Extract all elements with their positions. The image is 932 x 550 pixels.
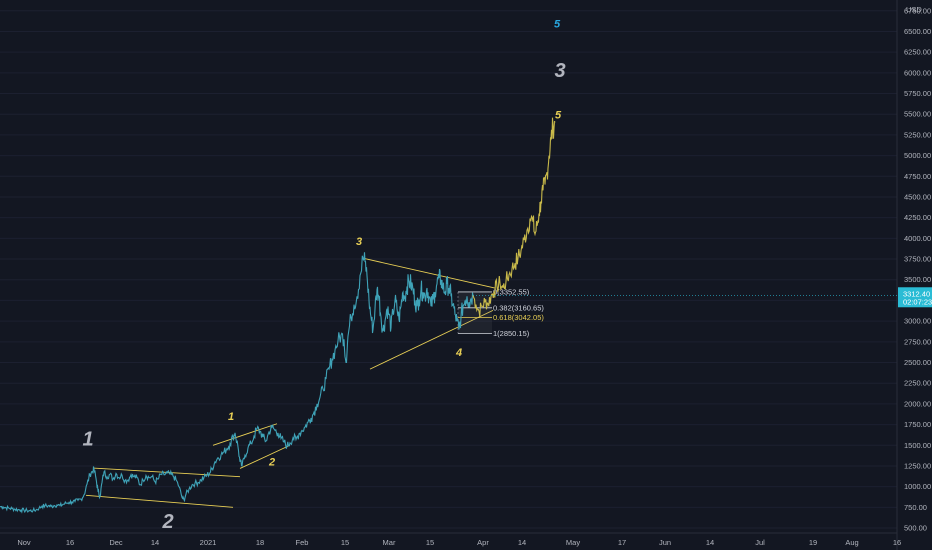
trend-line[interactable] (239, 444, 291, 469)
y-tick-label: 2000.00 (904, 399, 931, 408)
pattern-lines (85, 257, 496, 508)
currency-label: USD (906, 5, 922, 14)
x-tick-label: Apr (477, 538, 489, 547)
x-tick-label: Feb (296, 538, 309, 547)
wave-label[interactable]: 2 (268, 457, 275, 469)
x-tick-label: 16 (893, 538, 901, 547)
projection-price-line (472, 117, 556, 317)
y-tick-label: 5000.00 (904, 151, 931, 160)
fib-level-label: 0(3352.55) (493, 287, 530, 296)
y-tick-label: 1000.00 (904, 482, 931, 491)
price-now-value: 3312.40 (903, 289, 930, 298)
y-tick-label: 4250.00 (904, 213, 931, 222)
x-tick-label: 18 (256, 538, 264, 547)
historical-price-line (0, 252, 474, 514)
x-tick-label: 15 (341, 538, 349, 547)
wave-label[interactable]: 2 (161, 511, 173, 533)
price-tag-box (898, 287, 932, 308)
wave-label[interactable]: 5 (554, 18, 561, 30)
price-countdown: 02:07:23 (903, 297, 932, 306)
x-tick-label: 15 (426, 538, 434, 547)
x-tick-label: 17 (618, 538, 626, 547)
y-tick-label: 5500.00 (904, 110, 931, 119)
price-axis[interactable]: 500.00 750.00 1000.00 1250.00 1500.00 1750.00… (904, 6, 931, 532)
trend-line[interactable] (85, 494, 234, 508)
y-tick-label: 3750.00 (904, 255, 931, 264)
x-tick-label: Jul (755, 538, 765, 547)
wave-label[interactable]: 4 (455, 347, 462, 359)
y-tick-label: 4500.00 (904, 192, 931, 201)
x-tick-label: 14 (518, 538, 526, 547)
fib-level-label: 1(2850.15) (493, 329, 530, 338)
grid-lines (0, 10, 897, 529)
fib-level-label: 0.618(3042.05) (493, 313, 544, 322)
x-tick-label: 2021 (200, 538, 217, 547)
y-tick-label: 5250.00 (904, 130, 931, 139)
y-tick-label: 6250.00 (904, 48, 931, 57)
y-tick-label: 2250.00 (904, 379, 931, 388)
wave-label[interactable]: 3 (554, 60, 565, 82)
x-tick-label: 19 (809, 538, 817, 547)
trend-line[interactable] (362, 257, 496, 289)
y-tick-label: 1250.00 (904, 461, 931, 470)
y-tick-label: 1500.00 (904, 441, 931, 450)
x-tick-label: Dec (109, 538, 123, 547)
wave-label[interactable]: 1 (228, 411, 234, 423)
x-tick-label: 14 (706, 538, 714, 547)
y-tick-label: 5750.00 (904, 89, 931, 98)
y-tick-label: 500.00 (904, 524, 927, 533)
trend-line[interactable] (369, 309, 494, 370)
y-tick-label: 1750.00 (904, 420, 931, 429)
wave-label[interactable]: 5 (555, 109, 562, 121)
y-tick-label: 750.00 (904, 503, 927, 512)
x-tick-label: 16 (66, 538, 74, 547)
y-tick-label: 6000.00 (904, 68, 931, 77)
x-tick-label: Jun (659, 538, 671, 547)
fib-level-label: 0.382(3160.65) (493, 303, 544, 312)
y-tick-label: 2750.00 (904, 337, 931, 346)
y-tick-label: 4000.00 (904, 234, 931, 243)
x-tick-label: May (566, 538, 580, 547)
y-tick-label: 3500.00 (904, 275, 931, 284)
wave-label[interactable]: 1 (82, 428, 93, 450)
trend-line[interactable] (212, 423, 278, 446)
x-tick-label: Aug (845, 538, 858, 547)
x-tick-label: Mar (383, 538, 396, 547)
time-axis[interactable]: Nov 16 Dec 14 2021 18 Feb 15 Mar 15 Apr 14 May 17 Jun 1… (17, 538, 901, 547)
y-tick-label: 6500.00 (904, 27, 931, 36)
y-tick-label: 4750.00 (904, 172, 931, 181)
wave-label[interactable]: 3 (356, 236, 362, 248)
y-tick-label: 3000.00 (904, 317, 931, 326)
y-tick-label: 2500.00 (904, 358, 931, 367)
elliott-wave-labels: 1 2 3 1 2 3 4 5 5 (82, 18, 565, 533)
x-tick-label: Nov (17, 538, 31, 547)
y-tick-label: 6750.00 (904, 6, 931, 15)
x-tick-label: 14 (151, 538, 159, 547)
